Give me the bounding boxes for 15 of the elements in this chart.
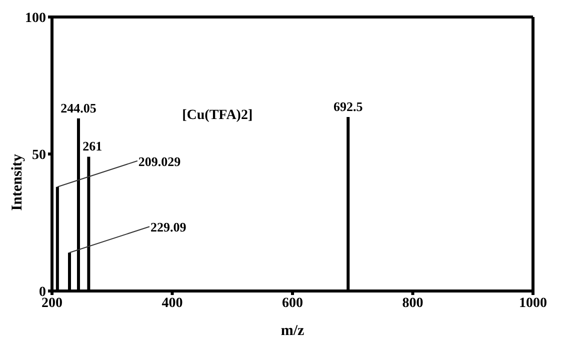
- annotation: 229.09: [150, 220, 187, 235]
- y-tick-label: 100: [25, 10, 46, 26]
- annotation: 244.05: [60, 100, 97, 116]
- y-tick-label: 50: [32, 148, 46, 163]
- y-axis-title: Intensity: [9, 154, 26, 211]
- annotation: 692.5: [333, 99, 364, 114]
- x-tick-label: 400: [162, 296, 183, 311]
- annotation: 261: [82, 138, 102, 154]
- x-tick-label: 200: [42, 296, 62, 311]
- x-tick-label: 600: [282, 296, 303, 311]
- x-axis-title: m/z: [280, 323, 304, 339]
- annotation: [Cu(TFA)2]: [182, 108, 253, 124]
- annotation: 209.029: [138, 154, 182, 169]
- x-tick-label: 1000: [519, 296, 547, 311]
- x-tick-label: 800: [402, 296, 424, 311]
